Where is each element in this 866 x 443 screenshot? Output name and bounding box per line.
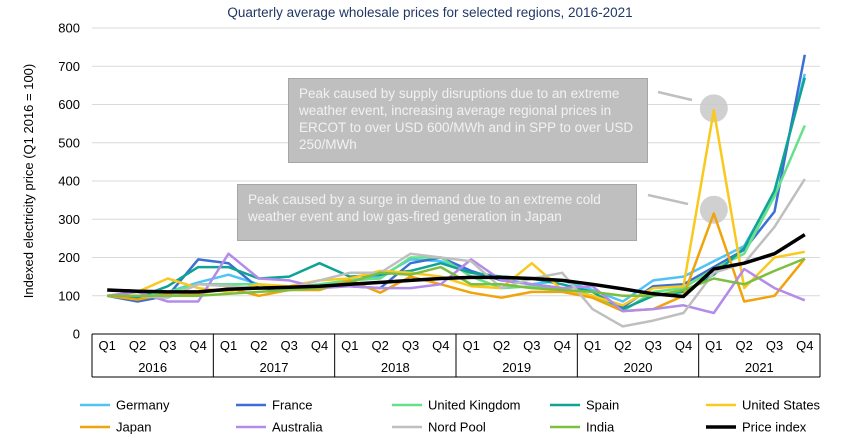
y-tick-label: 100 [58,288,80,303]
year-label: 2017 [260,360,289,375]
legend-label: United States [742,398,821,413]
legend-label: Spain [586,398,619,413]
x-tick-label: Q4 [189,338,206,353]
series-line-nord-pool [107,178,806,328]
y-tick-label: 800 [58,21,80,36]
x-tick-label: Q4 [553,338,570,353]
annotation-leader-line [657,90,693,102]
x-tick-label: Q1 [341,338,358,353]
x-tick-label: Q2 [493,338,510,353]
y-tick-label: 200 [58,250,80,265]
year-label: 2016 [138,360,167,375]
x-tick-label: Q1 [584,338,601,353]
year-label: 2019 [502,360,531,375]
y-tick-label: 500 [58,135,80,150]
annotation-japan-demand: Peak caused by a surge in demand due to … [237,184,637,241]
legend-label: India [586,420,615,435]
legend-label: Japan [116,420,151,435]
x-tick-label: Q2 [250,338,267,353]
legend-label: United Kingdom [428,398,521,413]
y-tick-label: 300 [58,212,80,227]
x-tick-label: Q4 [796,338,813,353]
y-tick-label: 400 [58,174,80,189]
x-tick-label: Q4 [311,338,328,353]
series-line-india [107,257,806,298]
legend-label: France [272,398,312,413]
chart-title: Quarterly average wholesale prices for s… [227,5,632,20]
annotation-marker [699,94,728,123]
annotation-supply-disruption: Peak caused by supply disruptions due to… [288,78,648,163]
x-tick-label: Q3 [523,338,540,353]
year-label: 2021 [745,360,774,375]
legend-label: Australia [272,420,323,435]
y-tick-label: 0 [73,327,80,342]
x-tick-label: Q4 [675,338,692,353]
year-label: 2018 [381,360,410,375]
year-label: 2020 [624,360,653,375]
x-tick-label: Q1 [220,338,237,353]
annotation-marker [699,195,728,224]
annotation-leader-line [647,193,689,206]
legend-label: Nord Pool [428,420,486,435]
x-tick-label: Q4 [432,338,449,353]
x-tick-label: Q1 [462,338,479,353]
x-tick-label: Q2 [129,338,146,353]
x-tick-label: Q3 [280,338,297,353]
x-tick-label: Q3 [159,338,176,353]
x-tick-label: Q2 [371,338,388,353]
series-line-price-index [107,233,806,299]
x-tick-label: Q3 [402,338,419,353]
legend-label: Germany [116,398,170,413]
x-tick-label: Q3 [644,338,661,353]
x-tick-label: Q1 [705,338,722,353]
y-tick-label: 600 [58,97,80,112]
x-tick-label: Q1 [98,338,115,353]
x-tick-label: Q2 [614,338,631,353]
y-axis-label: Indexed electricity price (Q1 2016 = 100… [21,64,36,299]
x-tick-label: Q3 [766,338,783,353]
y-tick-label: 700 [58,59,80,74]
legend-label: Price index [742,420,807,435]
x-tick-label: Q2 [735,338,752,353]
